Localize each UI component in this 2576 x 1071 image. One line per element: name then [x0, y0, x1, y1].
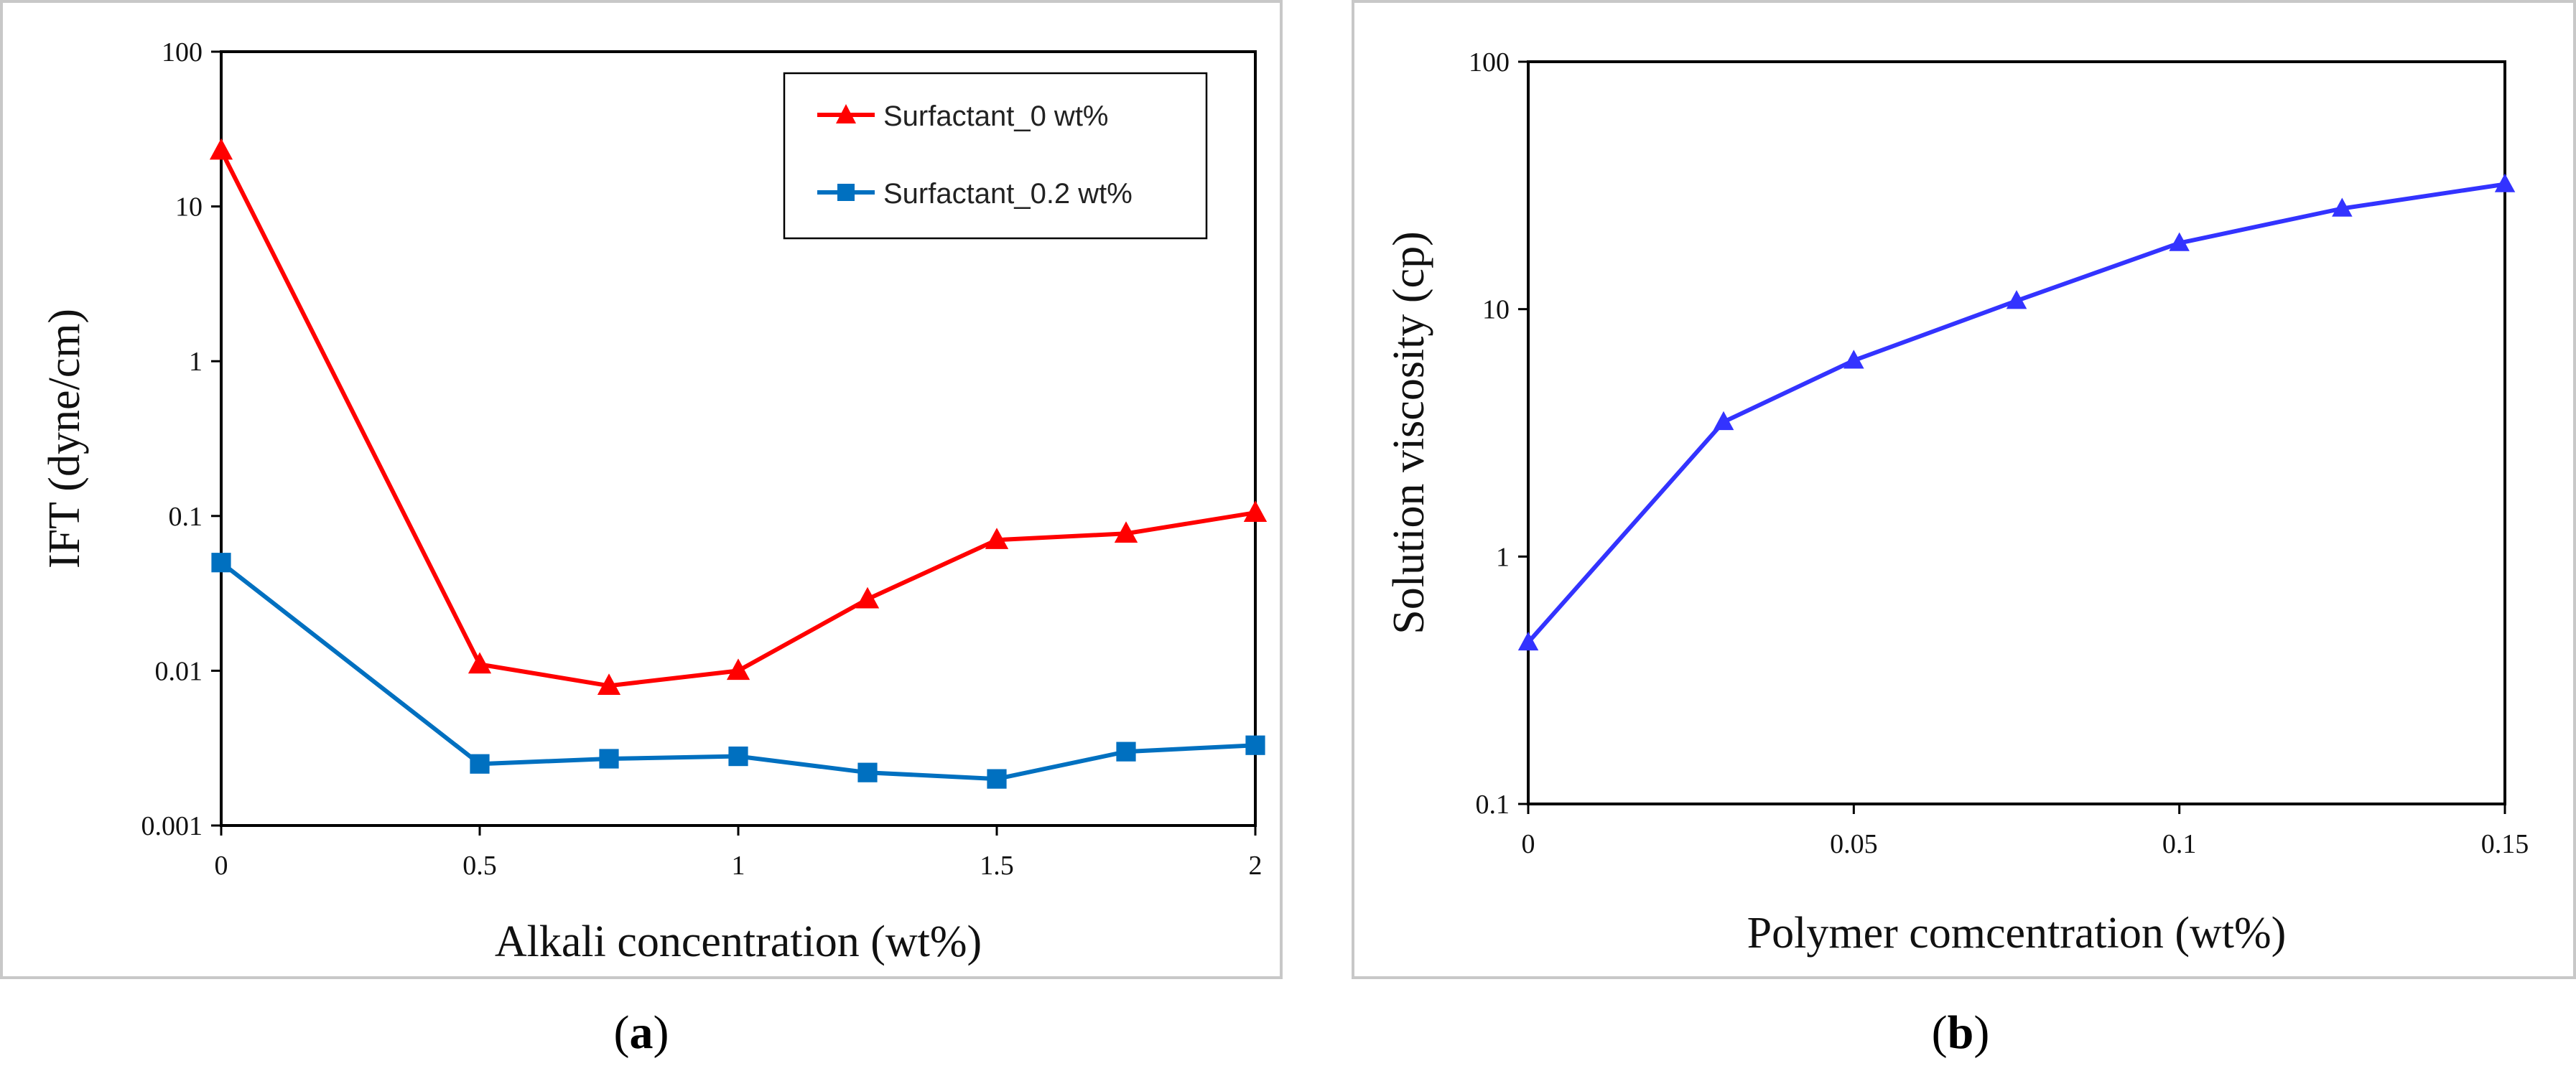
legend-marker-surfactant-02: [837, 184, 855, 201]
panel-b-series: [1517, 173, 2516, 651]
panel-a-data-point: [211, 553, 231, 573]
panel-a-data-point: [468, 652, 492, 674]
panel-a-legend-box: [783, 72, 1208, 240]
panel-a-data-point: [1114, 521, 1138, 543]
panel-b-x-tick-label: 0: [1522, 829, 1535, 859]
panel-a-y-axis-label: IFT (dyne/cm): [40, 309, 89, 569]
panel-a-data-point: [857, 762, 878, 782]
panel-a-data-point: [728, 746, 748, 767]
panel-a-data-point: [855, 586, 880, 609]
panel-a-x-tick-label: 0: [215, 851, 228, 881]
panel-a-y-tick-label: 1: [189, 347, 203, 377]
panel-b-x-tick-label: 0.15: [2481, 829, 2529, 859]
panel-a-x-ticks: 0 0.5 1 1.5 2: [215, 826, 1263, 881]
panel-a-x-axis-label: Alkali concentration (wt%): [495, 917, 982, 966]
panel-a-data-point: [599, 749, 619, 769]
panel-b-x-tick-label: 0.1: [2162, 829, 2197, 859]
legend-label-surfactant-02: Surfactant_0.2 wt%: [883, 178, 1133, 210]
legend-marker-surfactant-0: [836, 104, 856, 123]
panel-a-x-tick-label: 2: [1249, 851, 1263, 881]
legend-label-surfactant-0: Surfactant_0 wt%: [883, 100, 1109, 132]
panel-a-y-tick-label: 0.01: [155, 656, 203, 686]
panel-a-data-point: [597, 673, 621, 695]
panel-b-y-axis-label: Solution viscosity (cp): [1385, 231, 1433, 634]
panel-a-data-point: [1243, 500, 1268, 522]
panel-b-x-ticks: 0 0.05 0.1 0.15: [1522, 804, 2529, 859]
panel-b: 0.1 1 10 100 0 0.05 0.1 0.15 Polymer comcentra…: [1352, 0, 2576, 979]
panel-b-data-point: [1713, 411, 1734, 431]
panel-a-data-point: [726, 658, 750, 681]
panel-a-data-point: [985, 528, 1009, 549]
panel-a-data-point: [1245, 735, 1265, 755]
panel-a-data-point: [209, 138, 233, 160]
panel-b-x-axis-label: Polymer comcentration (wt%): [1747, 909, 2287, 958]
panel-b-data-point: [1517, 631, 1539, 651]
panel-b-plot-area: [1527, 60, 2506, 805]
panel-b-data-point: [2494, 173, 2516, 192]
panel-a-legend: Surfactant_0 wt% Surfactant_0.2 wt%: [783, 72, 1208, 240]
panel-a-x-tick-label: 1: [732, 851, 745, 881]
caption-a: (a): [614, 1006, 669, 1059]
panel-a-y-tick-label: 0.1: [169, 502, 203, 532]
panel-b-x-tick-label: 0.05: [1830, 829, 1878, 859]
panel-a-series-line-0: [219, 149, 1256, 688]
panel-b-y-tick-label: 1: [1496, 542, 1510, 572]
panel-a-data-point: [1116, 742, 1136, 762]
panel-a-x-tick-label: 1.5: [980, 851, 1014, 881]
panel-a-y-ticks: 0.001 0.01 0.1 1 10 100: [141, 37, 221, 841]
panel-b-y-tick-label: 10: [1482, 295, 1510, 325]
panel-b-y-tick-label: 0.1: [1476, 790, 1510, 820]
panel-b-data-point: [2006, 290, 2027, 309]
caption-b: (b): [1932, 1006, 1990, 1059]
panel-b-data-point: [1843, 350, 1864, 369]
panel-b-y-tick-label: 100: [1469, 47, 1510, 78]
panel-a: 0.001 0.01 0.1 1 10 100 0 0.5 1 1.5 2 Alkali conc…: [0, 0, 1283, 979]
panel-a-y-tick-label: 100: [162, 37, 203, 67]
panel-b-data-point: [2332, 197, 2353, 217]
panel-a-data-point: [470, 754, 490, 774]
panel-b-data-point: [2169, 232, 2190, 251]
panel-a-series: [209, 138, 1268, 789]
panel-a-y-tick-label: 0.001: [141, 811, 203, 841]
panel-a-y-tick-label: 10: [175, 192, 203, 223]
panel-a-series-line-1: [220, 561, 1256, 782]
panel-b-y-ticks: 0.1 1 10 100: [1469, 47, 1528, 820]
panel-a-x-tick-label: 0.5: [462, 851, 497, 881]
panel-a-data-point: [987, 769, 1007, 789]
